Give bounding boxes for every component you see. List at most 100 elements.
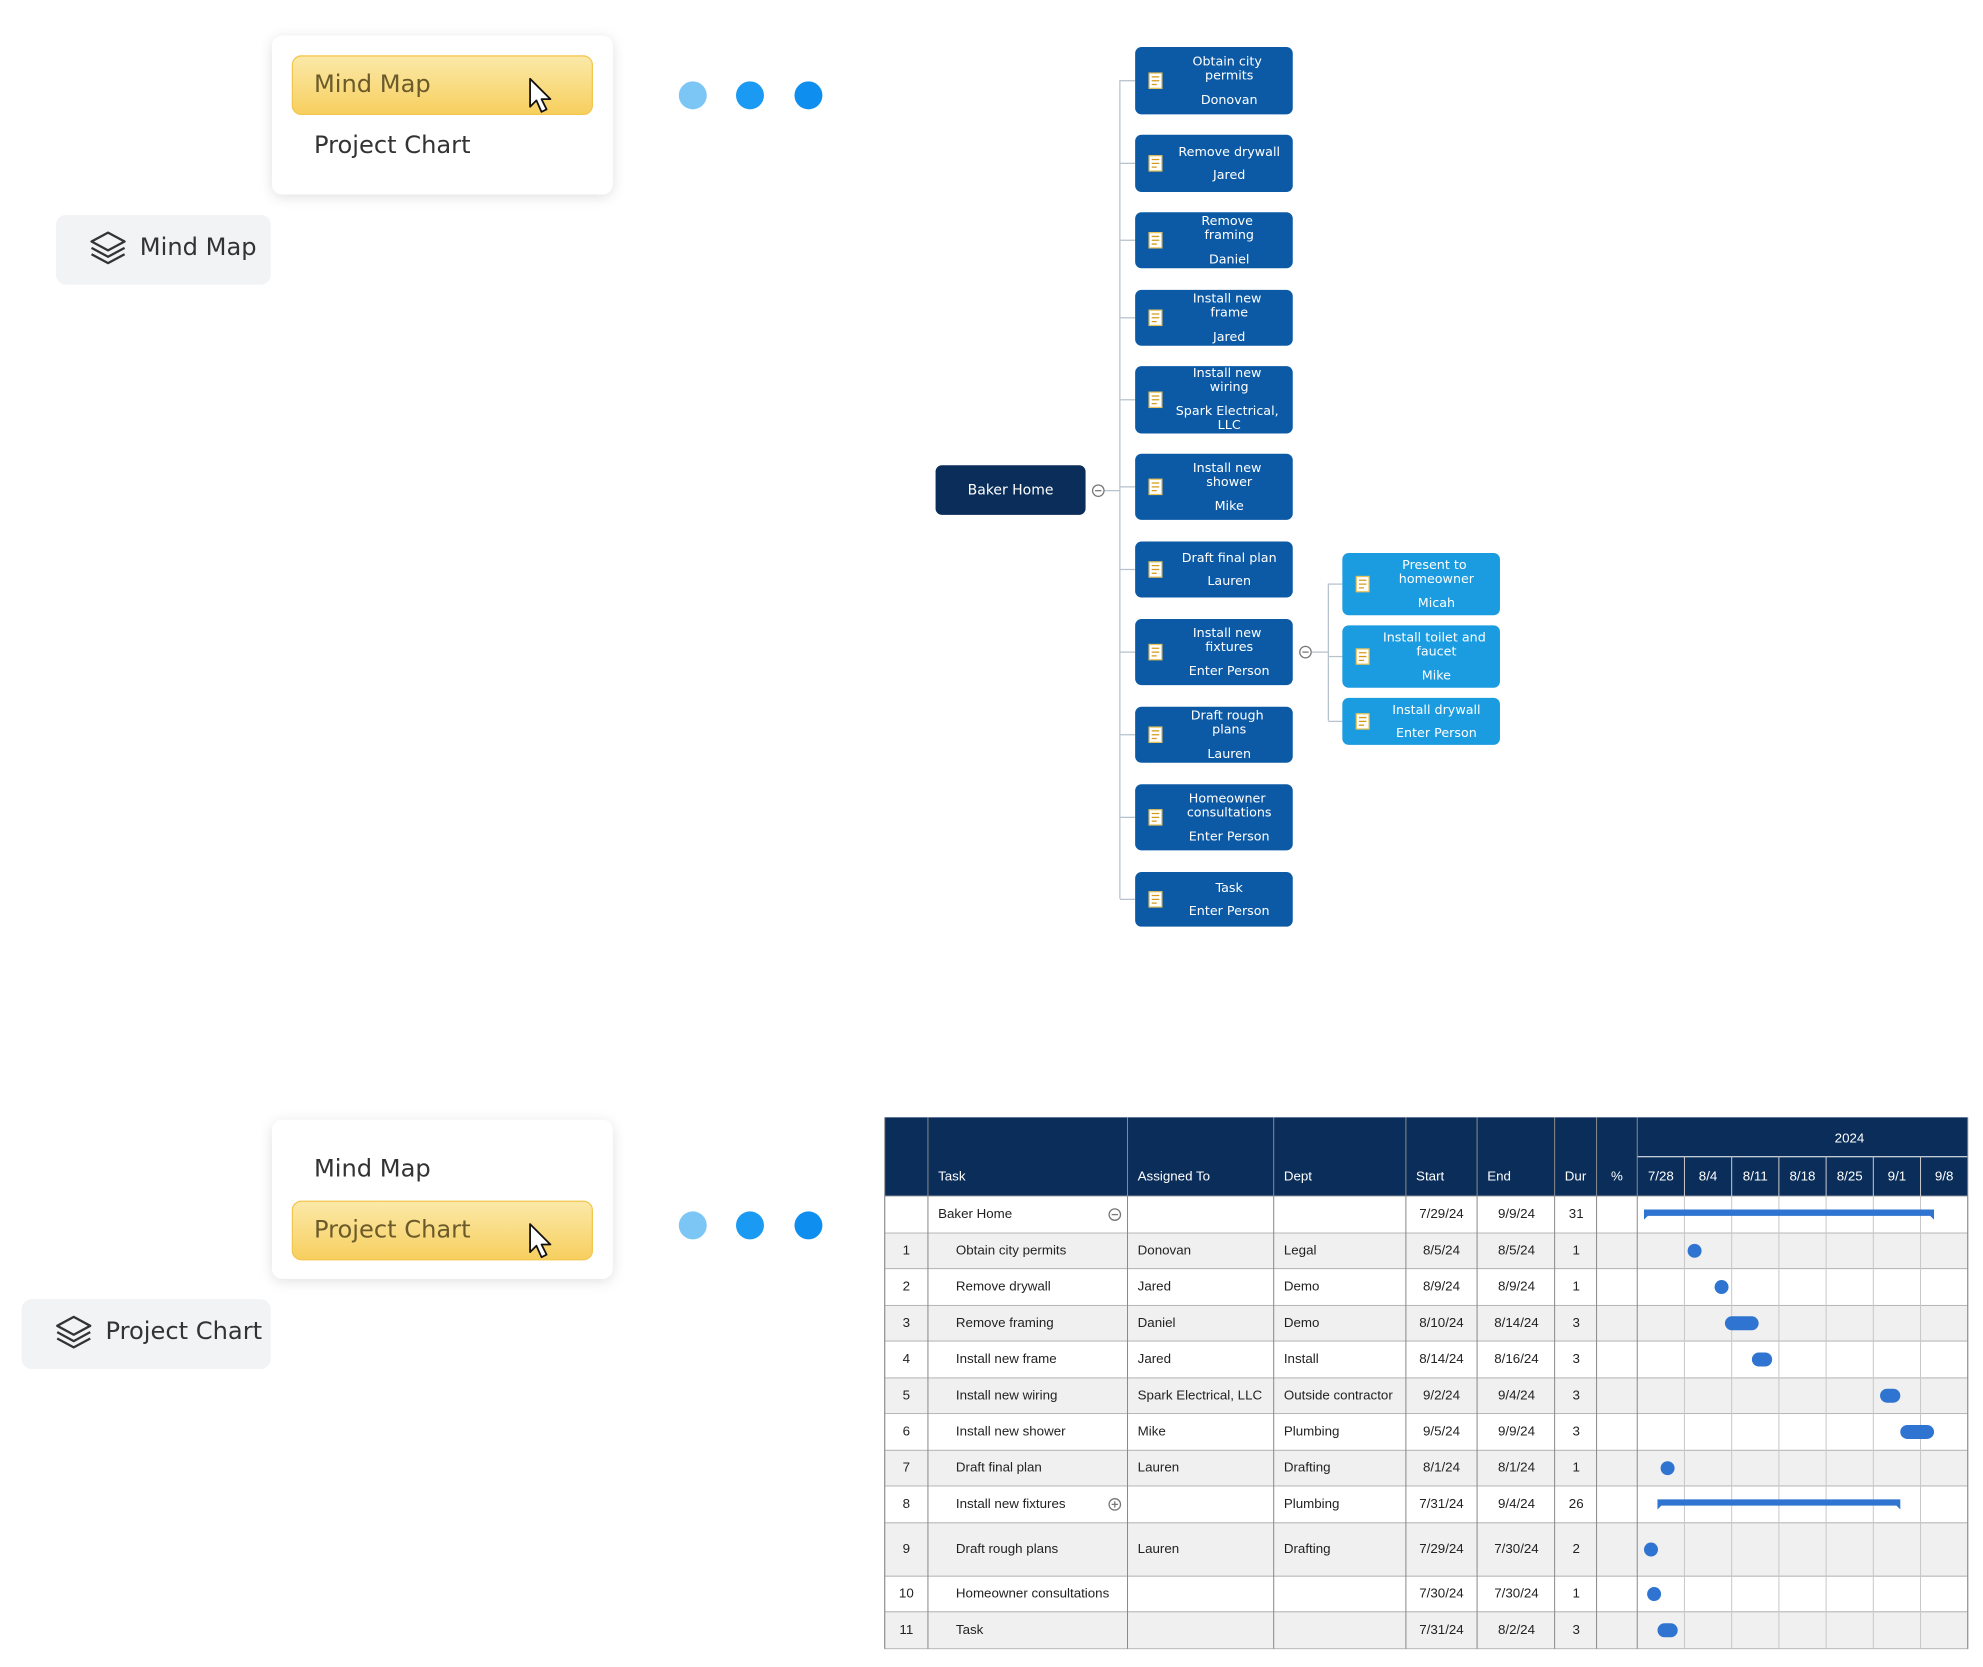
year-label: 2024 — [1835, 1130, 1865, 1145]
node-title: Homeowner consultations — [1187, 790, 1272, 819]
node-title: Remove drywall — [1178, 143, 1280, 158]
start-date: 9/2/24 — [1423, 1387, 1461, 1402]
view-button-label[interactable]: Project Chart — [106, 1317, 263, 1345]
note-icon — [1355, 648, 1370, 665]
end-date: 9/9/24 — [1498, 1206, 1536, 1221]
row-id: 6 — [903, 1423, 910, 1438]
note-icon — [1148, 891, 1163, 908]
milestone-bar[interactable] — [1687, 1243, 1702, 1258]
assigned-to: Mike — [1138, 1423, 1166, 1438]
row-id: 5 — [903, 1387, 910, 1402]
root-label: Baker Home — [968, 483, 1054, 499]
node-title: Draft rough plans — [1191, 707, 1268, 736]
node-title: Obtain city permits — [1192, 53, 1266, 82]
task-bar[interactable] — [1643, 1542, 1658, 1557]
view-button-label[interactable]: Mind Map — [140, 233, 257, 261]
task-bar[interactable] — [1880, 1388, 1901, 1403]
row-id: 1 — [903, 1242, 910, 1257]
node-person: Mike — [1215, 497, 1244, 512]
task-node[interactable] — [1135, 366, 1293, 434]
row-bg — [884, 1413, 1969, 1451]
start-date: 7/31/24 — [1419, 1622, 1464, 1637]
note-icon — [1148, 231, 1163, 249]
task-node[interactable] — [1135, 541, 1293, 598]
step-dot — [678, 81, 707, 110]
step-dot — [678, 1211, 707, 1240]
node-person: Enter Person — [1189, 902, 1270, 917]
task-node[interactable] — [1135, 134, 1293, 192]
row-bg — [884, 1377, 1969, 1415]
duration: 3 — [1573, 1315, 1580, 1330]
connector — [1311, 583, 1329, 721]
task-node[interactable] — [1342, 625, 1500, 688]
step-dot — [794, 81, 823, 110]
menu-item-highlight — [291, 55, 593, 116]
bottom-panel: Mind Map Project Chart Project Chart — [21, 1119, 823, 1370]
note-icon — [1148, 809, 1163, 826]
node-person: Jared — [1212, 328, 1245, 343]
end-date: 8/2/24 — [1498, 1622, 1536, 1637]
node-person: Donovan — [1201, 91, 1258, 106]
node-person: Mike — [1422, 667, 1451, 682]
collapse-sign — [1111, 1501, 1118, 1508]
task-node[interactable] — [1135, 47, 1293, 115]
task-node[interactable] — [1342, 697, 1500, 745]
root-node[interactable] — [935, 465, 1086, 515]
task-node[interactable] — [1135, 289, 1293, 346]
task-name: Baker Home — [938, 1206, 1012, 1221]
task-name: Install new shower — [956, 1423, 1066, 1438]
node-title: Task — [1214, 879, 1243, 894]
menu-item[interactable]: Project Chart — [314, 131, 471, 159]
menu-item[interactable]: Project Chart — [314, 1215, 471, 1243]
task-bar[interactable] — [1724, 1316, 1759, 1331]
dept: Outside contractor — [1284, 1387, 1393, 1402]
task-node[interactable] — [1135, 453, 1293, 520]
column-header: Start — [1416, 1169, 1444, 1184]
end-date: 9/4/24 — [1498, 1387, 1536, 1402]
summary-bar[interactable] — [1643, 1209, 1935, 1220]
summary-bar[interactable] — [1657, 1499, 1901, 1510]
task-node[interactable] — [1135, 706, 1293, 763]
task-bar[interactable] — [1657, 1623, 1678, 1638]
node-title: Install new shower — [1193, 459, 1266, 488]
task-bar[interactable] — [1751, 1352, 1773, 1367]
task-node[interactable] — [1135, 784, 1293, 851]
task-name: Install new fixtures — [956, 1496, 1066, 1511]
task-node[interactable] — [1135, 872, 1293, 927]
task-node[interactable] — [1135, 619, 1293, 686]
task-name: Task — [956, 1622, 984, 1637]
milestone-bar[interactable] — [1714, 1280, 1729, 1295]
end-date: 8/16/24 — [1494, 1351, 1539, 1366]
milestone-bar[interactable] — [1660, 1461, 1675, 1476]
duration: 3 — [1573, 1387, 1580, 1402]
task-node[interactable] — [1135, 212, 1293, 269]
column-header: Dur — [1565, 1169, 1587, 1184]
menu-item[interactable]: Mind Map — [314, 70, 431, 98]
node-title: Remove framing — [1201, 213, 1257, 242]
task-name: Remove framing — [956, 1315, 1054, 1330]
end-date: 8/9/24 — [1498, 1279, 1536, 1294]
row-id: 4 — [903, 1351, 911, 1366]
row-id: 10 — [899, 1586, 914, 1601]
task-node[interactable] — [1342, 552, 1500, 616]
note-icon — [1355, 713, 1370, 730]
view-button[interactable] — [21, 1299, 271, 1370]
milestone-bar[interactable] — [1647, 1587, 1662, 1602]
column-header: Task — [938, 1169, 966, 1184]
week-label: 8/18 — [1790, 1169, 1816, 1184]
row-id: 7 — [903, 1460, 910, 1475]
duration: 3 — [1573, 1622, 1580, 1637]
dept: Install — [1284, 1351, 1319, 1366]
start-date: 8/10/24 — [1419, 1315, 1464, 1330]
duration: 26 — [1569, 1496, 1584, 1511]
node-title: Install toilet and faucet — [1383, 629, 1490, 658]
assigned-to: Jared — [1138, 1279, 1171, 1294]
note-icon — [1148, 72, 1163, 89]
assigned-to: Daniel — [1138, 1315, 1176, 1330]
node-person: Lauren — [1207, 572, 1251, 587]
task-bar[interactable] — [1900, 1424, 1935, 1439]
column-header: Assigned To — [1138, 1169, 1210, 1184]
menu-item[interactable]: Mind Map — [314, 1154, 431, 1182]
task-name: Install new wiring — [956, 1387, 1057, 1402]
